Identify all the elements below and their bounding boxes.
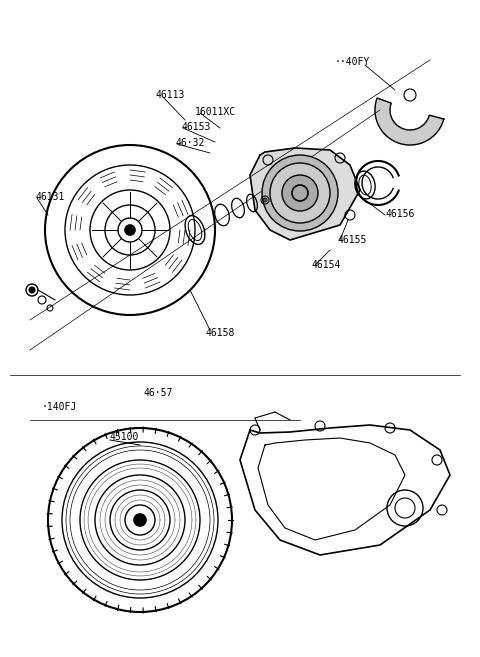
Text: 46131: 46131	[35, 192, 64, 202]
Polygon shape	[375, 98, 444, 145]
Text: 46155: 46155	[338, 235, 367, 245]
Circle shape	[134, 514, 146, 526]
Circle shape	[270, 163, 330, 223]
Circle shape	[125, 225, 135, 235]
Polygon shape	[250, 148, 360, 240]
Text: 46154: 46154	[312, 260, 341, 270]
Text: 46113: 46113	[155, 90, 184, 100]
Text: 16011XC: 16011XC	[195, 107, 236, 117]
Text: 46153: 46153	[182, 122, 211, 132]
Text: 46156: 46156	[385, 209, 414, 219]
Text: 45100: 45100	[110, 432, 139, 442]
Text: 46·32: 46·32	[175, 138, 204, 148]
Circle shape	[29, 287, 35, 293]
Circle shape	[263, 198, 267, 202]
Circle shape	[282, 175, 318, 211]
Text: ·140FJ: ·140FJ	[42, 402, 77, 412]
Text: 46158: 46158	[205, 328, 234, 338]
Text: ··40FY: ··40FY	[335, 57, 370, 67]
Circle shape	[262, 155, 338, 231]
Text: 46·57: 46·57	[143, 388, 172, 398]
